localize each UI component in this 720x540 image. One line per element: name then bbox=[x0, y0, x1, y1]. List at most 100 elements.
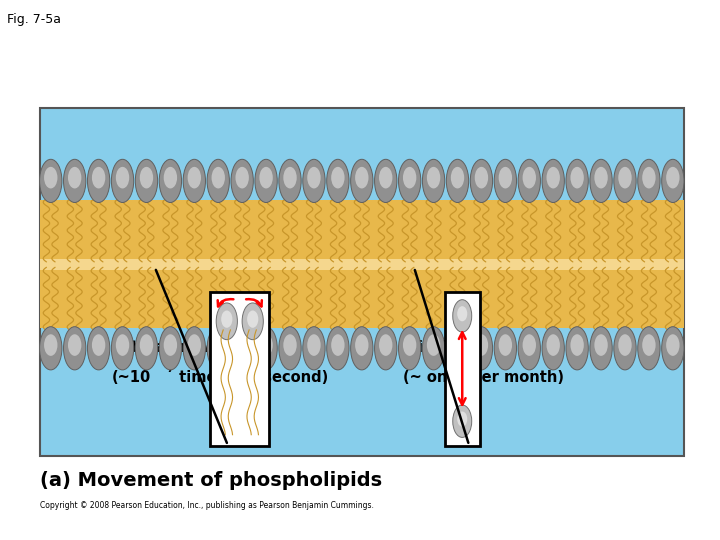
Text: (a) Movement of phospholipids: (a) Movement of phospholipids bbox=[40, 471, 382, 490]
Ellipse shape bbox=[135, 159, 158, 202]
Ellipse shape bbox=[87, 327, 109, 370]
Ellipse shape bbox=[451, 334, 464, 356]
Ellipse shape bbox=[523, 334, 536, 356]
Ellipse shape bbox=[207, 159, 230, 202]
Ellipse shape bbox=[398, 159, 420, 202]
Ellipse shape bbox=[546, 167, 560, 188]
FancyBboxPatch shape bbox=[40, 267, 684, 328]
Ellipse shape bbox=[140, 167, 153, 188]
Text: Copyright © 2008 Pearson Education, Inc., publishing as Pearson Benjamin Cumming: Copyright © 2008 Pearson Education, Inc.… bbox=[40, 501, 374, 510]
Ellipse shape bbox=[235, 334, 249, 356]
Ellipse shape bbox=[662, 159, 684, 202]
Ellipse shape bbox=[216, 303, 238, 340]
Ellipse shape bbox=[355, 334, 369, 356]
Ellipse shape bbox=[327, 159, 349, 202]
Ellipse shape bbox=[614, 159, 636, 202]
Ellipse shape bbox=[474, 334, 488, 356]
Ellipse shape bbox=[427, 334, 440, 356]
FancyBboxPatch shape bbox=[40, 108, 684, 456]
Ellipse shape bbox=[403, 334, 416, 356]
Ellipse shape bbox=[247, 310, 258, 328]
Ellipse shape bbox=[457, 306, 467, 321]
Ellipse shape bbox=[44, 167, 58, 188]
Text: Fig. 7-5a: Fig. 7-5a bbox=[7, 14, 61, 26]
Ellipse shape bbox=[666, 334, 680, 356]
Text: Flip-flop: Flip-flop bbox=[403, 340, 472, 355]
Ellipse shape bbox=[259, 167, 273, 188]
Ellipse shape bbox=[379, 167, 392, 188]
Ellipse shape bbox=[159, 327, 181, 370]
Ellipse shape bbox=[63, 327, 86, 370]
Ellipse shape bbox=[494, 327, 516, 370]
Ellipse shape bbox=[188, 334, 201, 356]
Ellipse shape bbox=[566, 327, 588, 370]
Ellipse shape bbox=[374, 327, 397, 370]
Ellipse shape bbox=[523, 167, 536, 188]
Ellipse shape bbox=[279, 327, 301, 370]
Ellipse shape bbox=[423, 159, 445, 202]
FancyBboxPatch shape bbox=[40, 200, 684, 262]
Ellipse shape bbox=[470, 159, 492, 202]
Ellipse shape bbox=[446, 327, 469, 370]
Ellipse shape bbox=[331, 167, 345, 188]
Ellipse shape bbox=[307, 334, 320, 356]
Ellipse shape bbox=[231, 159, 253, 202]
Ellipse shape bbox=[642, 334, 656, 356]
Ellipse shape bbox=[116, 167, 129, 188]
Ellipse shape bbox=[470, 327, 492, 370]
Ellipse shape bbox=[590, 159, 612, 202]
Ellipse shape bbox=[542, 159, 564, 202]
Ellipse shape bbox=[453, 300, 472, 332]
Ellipse shape bbox=[427, 167, 440, 188]
Ellipse shape bbox=[614, 327, 636, 370]
Text: Lateral movement: Lateral movement bbox=[112, 340, 263, 355]
Ellipse shape bbox=[183, 327, 205, 370]
Text: (~ once per month): (~ once per month) bbox=[403, 370, 564, 385]
Ellipse shape bbox=[666, 167, 680, 188]
Ellipse shape bbox=[494, 159, 516, 202]
Ellipse shape bbox=[284, 334, 297, 356]
Ellipse shape bbox=[351, 159, 373, 202]
Ellipse shape bbox=[231, 327, 253, 370]
Ellipse shape bbox=[44, 334, 58, 356]
Ellipse shape bbox=[163, 334, 177, 356]
Ellipse shape bbox=[112, 327, 134, 370]
Ellipse shape bbox=[235, 167, 249, 188]
Ellipse shape bbox=[499, 167, 512, 188]
Ellipse shape bbox=[351, 327, 373, 370]
Ellipse shape bbox=[242, 303, 264, 340]
Ellipse shape bbox=[307, 167, 320, 188]
Ellipse shape bbox=[188, 167, 201, 188]
Ellipse shape bbox=[40, 159, 62, 202]
Ellipse shape bbox=[518, 327, 541, 370]
Ellipse shape bbox=[135, 327, 158, 370]
Ellipse shape bbox=[638, 159, 660, 202]
Ellipse shape bbox=[662, 327, 684, 370]
FancyBboxPatch shape bbox=[445, 292, 480, 446]
Ellipse shape bbox=[212, 167, 225, 188]
Ellipse shape bbox=[379, 334, 392, 356]
Ellipse shape bbox=[303, 159, 325, 202]
Ellipse shape bbox=[595, 334, 608, 356]
Ellipse shape bbox=[570, 167, 584, 188]
Ellipse shape bbox=[474, 167, 488, 188]
Ellipse shape bbox=[92, 334, 105, 356]
Ellipse shape bbox=[279, 159, 301, 202]
Ellipse shape bbox=[398, 327, 420, 370]
Ellipse shape bbox=[570, 334, 584, 356]
Ellipse shape bbox=[68, 167, 81, 188]
Ellipse shape bbox=[112, 159, 134, 202]
Ellipse shape bbox=[331, 334, 345, 356]
Ellipse shape bbox=[40, 327, 62, 370]
Ellipse shape bbox=[618, 167, 631, 188]
Ellipse shape bbox=[457, 411, 467, 427]
Ellipse shape bbox=[259, 334, 273, 356]
Ellipse shape bbox=[284, 167, 297, 188]
Ellipse shape bbox=[87, 159, 109, 202]
Ellipse shape bbox=[374, 159, 397, 202]
Ellipse shape bbox=[303, 327, 325, 370]
Ellipse shape bbox=[403, 167, 416, 188]
Text: 7: 7 bbox=[166, 364, 174, 375]
Ellipse shape bbox=[542, 327, 564, 370]
Ellipse shape bbox=[618, 334, 631, 356]
